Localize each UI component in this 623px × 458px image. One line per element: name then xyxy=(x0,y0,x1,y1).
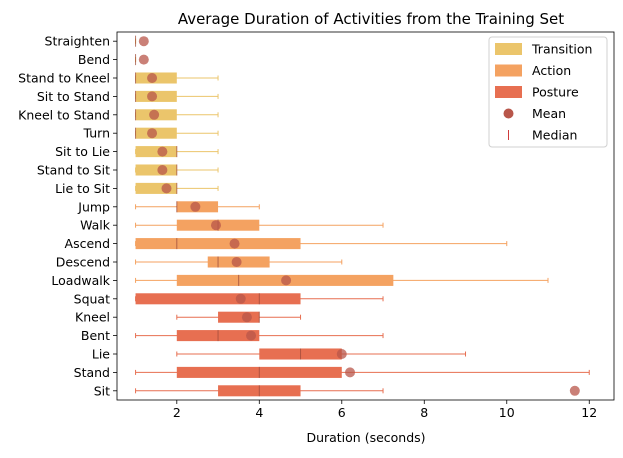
box-kneel xyxy=(218,311,260,323)
y-tick-label-squat: Squat xyxy=(74,291,110,306)
mean-lie-to-sit xyxy=(161,183,172,194)
y-tick-label-stand: Stand xyxy=(74,365,110,380)
mean-straighten xyxy=(138,36,149,47)
y-tick-label-sit: Sit xyxy=(94,383,110,398)
mean-sit-to-stand xyxy=(147,91,158,102)
y-tick-label-kneel: Kneel xyxy=(75,310,110,325)
mean-turn xyxy=(147,128,158,139)
y-tick-label-jump: Jump xyxy=(77,199,110,214)
legend-label-action: Action xyxy=(532,63,571,78)
mean-kneel xyxy=(241,312,252,323)
mean-stand xyxy=(345,367,356,378)
x-axis-label: Duration (seconds) xyxy=(306,430,425,445)
y-tick-label-turn: Turn xyxy=(82,126,110,141)
mean-bend xyxy=(138,54,149,65)
y-tick-label-descend: Descend xyxy=(56,255,110,270)
mean-sit-to-lie xyxy=(157,146,168,157)
mean-loadwalk xyxy=(281,275,292,286)
y-tick-label-bent: Bent xyxy=(81,328,110,343)
x-tick-label-6: 6 xyxy=(338,405,346,420)
y-tick-label-loadwalk: Loadwalk xyxy=(51,273,110,288)
x-tick-label-12: 12 xyxy=(581,405,597,420)
x-tick-label-8: 8 xyxy=(420,405,428,420)
box-stand-to-sit xyxy=(135,164,177,176)
legend-swatch-action xyxy=(495,64,522,77)
mean-stand-to-kneel xyxy=(147,73,158,83)
plot-frame xyxy=(116,31,615,401)
box-squat xyxy=(135,293,301,305)
y-tick-label-walk: Walk xyxy=(80,218,111,233)
y-tick-label-kneel-to-stand: Kneel to Stand xyxy=(18,107,110,122)
legend-marker-mean xyxy=(503,108,514,119)
legend-swatch-posture xyxy=(495,86,522,98)
x-tick-label-4: 4 xyxy=(255,405,263,420)
mean-jump xyxy=(190,201,201,212)
x-tick-label-2: 2 xyxy=(173,405,181,420)
y-tick-label-sit-to-lie: Sit to Lie xyxy=(55,144,110,159)
legend-label-transition: Transition xyxy=(531,42,592,57)
mean-lie xyxy=(336,349,347,359)
y-tick-label-lie: Lie xyxy=(92,347,110,362)
y-tick-label-straighten: Straighten xyxy=(45,34,110,49)
box-lie-to-sit xyxy=(135,182,177,194)
y-tick-label-bend: Bend xyxy=(78,52,110,67)
y-tick-label-ascend: Ascend xyxy=(65,236,110,251)
mean-walk xyxy=(210,220,221,231)
mean-ascend xyxy=(229,238,240,249)
mean-bent xyxy=(246,330,257,341)
mean-squat xyxy=(235,293,246,304)
legend-swatch-transition xyxy=(495,43,522,55)
y-tick-label-stand-to-kneel: Stand to Kneel xyxy=(18,71,110,86)
plot-area: Straighten Bend Stand to Kneel Sit to Stand… xyxy=(18,31,615,420)
box-ascend xyxy=(135,238,301,250)
mean-stand-to-sit xyxy=(157,165,168,175)
mean-descend xyxy=(231,257,242,267)
y-tick-label-lie-to-sit: Lie to Sit xyxy=(55,181,110,196)
y-tick-label-sit-to-stand: Sit to Stand xyxy=(37,89,110,104)
mean-kneel-to-stand xyxy=(149,109,160,120)
legend-label-median: Median xyxy=(532,128,577,143)
box-sit-to-lie xyxy=(135,146,177,158)
x-tick-label-10: 10 xyxy=(499,405,515,420)
y-tick-label-stand-to-sit: Stand to Sit xyxy=(37,163,110,178)
legend-label-mean: Mean xyxy=(532,106,566,121)
chart-title: Average Duration of Activities from the … xyxy=(178,10,564,28)
mean-sit xyxy=(569,385,580,396)
legend-label-posture: Posture xyxy=(532,85,579,100)
